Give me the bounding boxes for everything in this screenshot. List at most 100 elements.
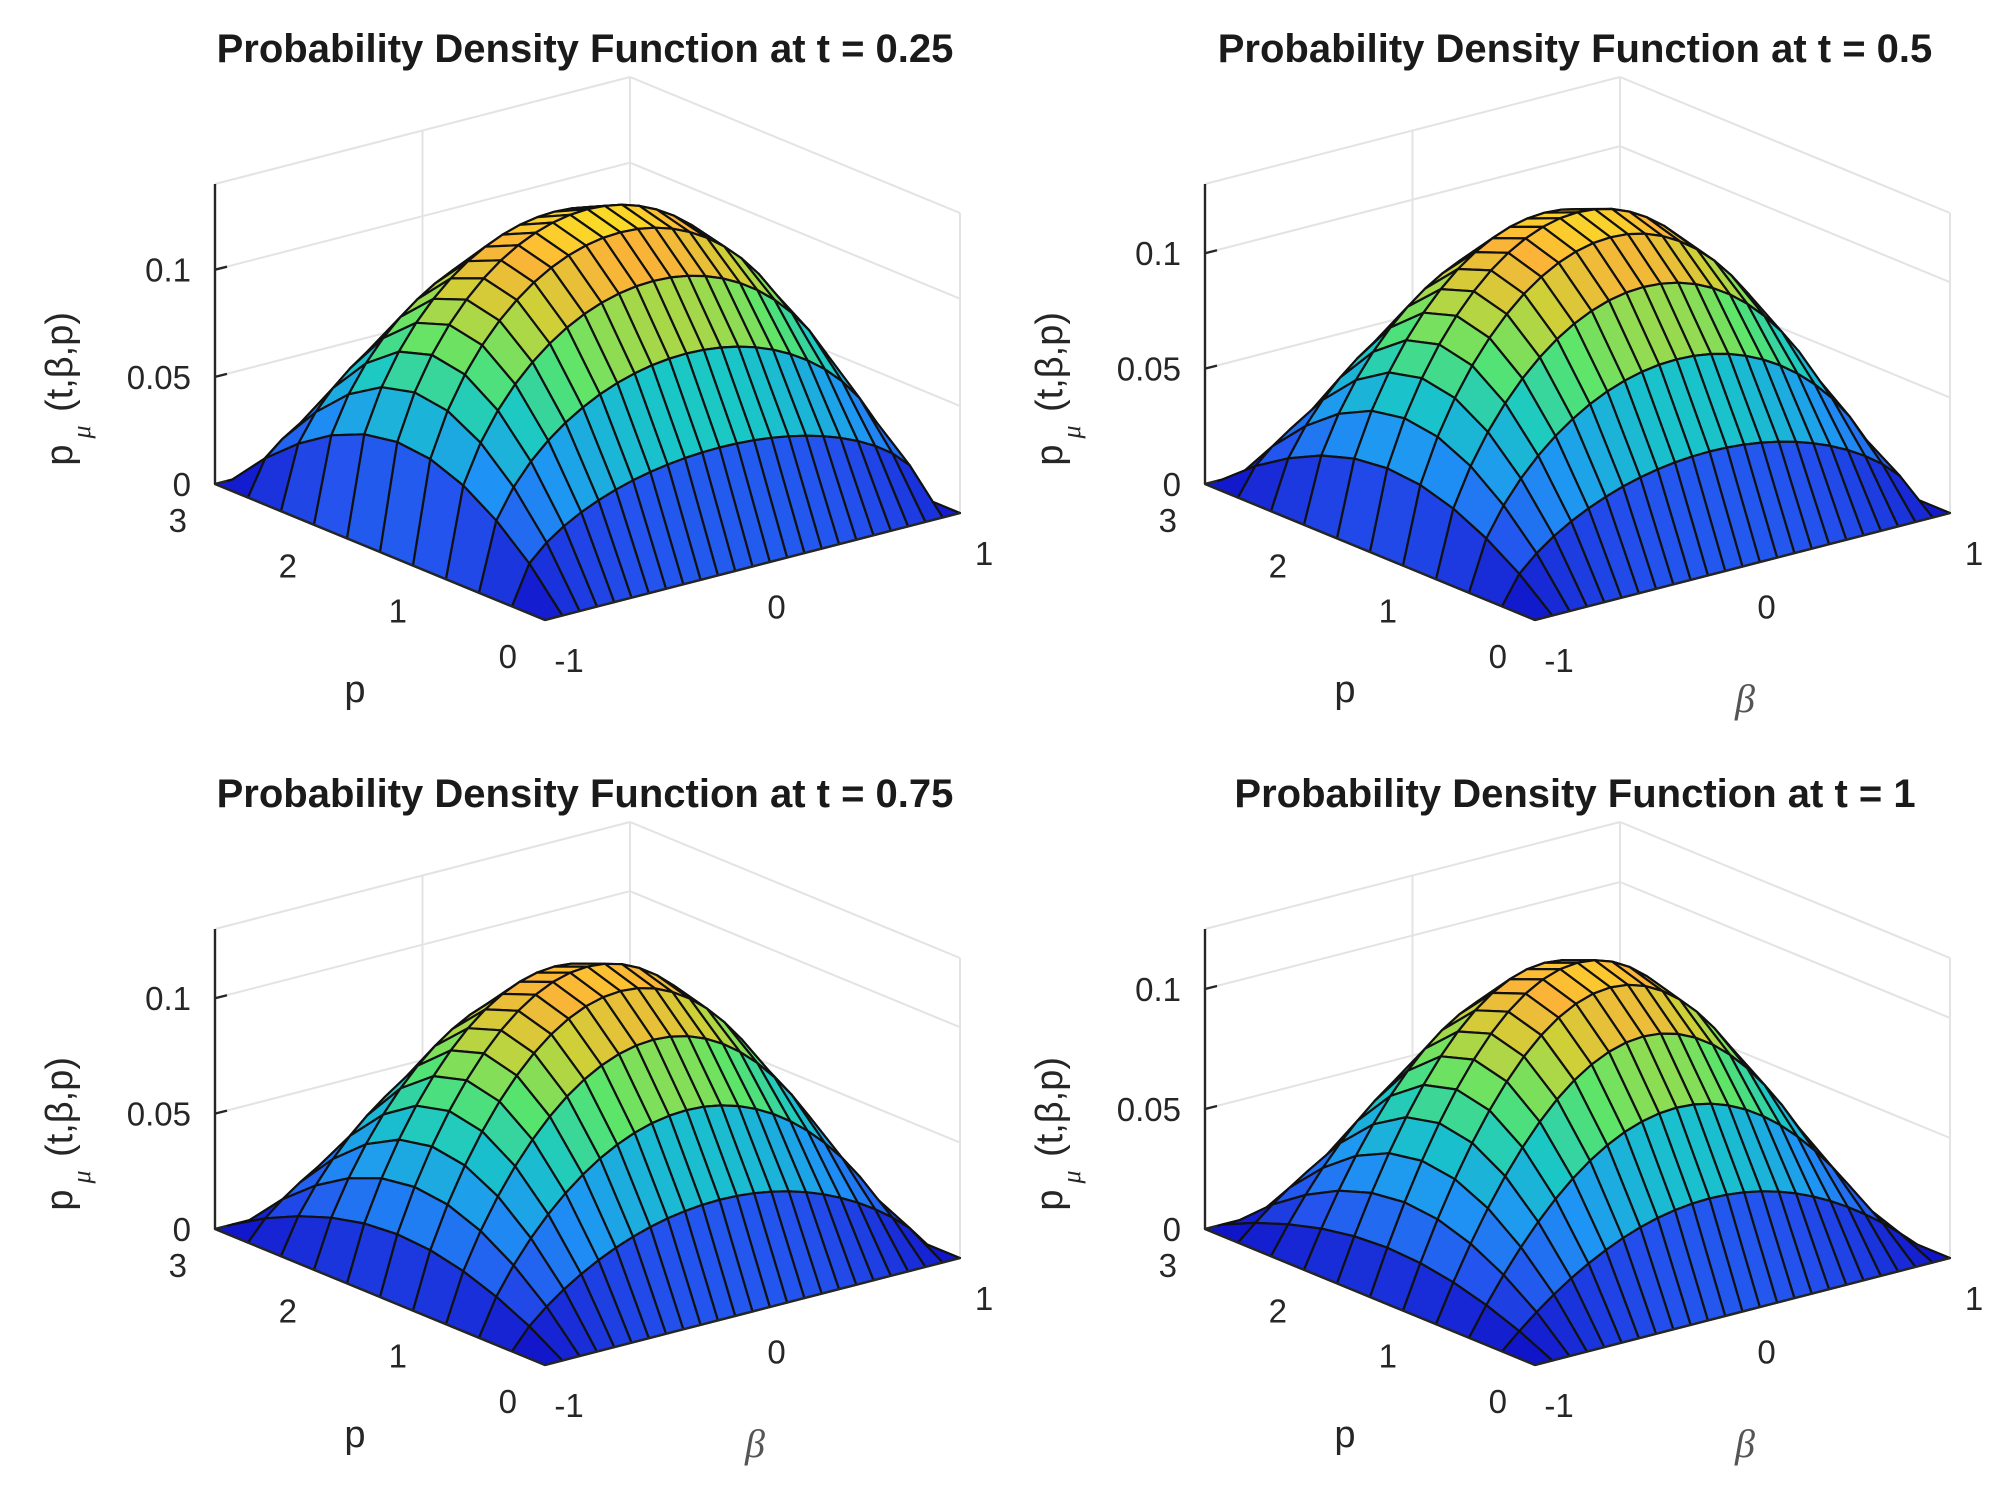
z-tick-label: 0 [1163, 466, 1181, 503]
p-tick-label: 1 [1379, 1338, 1397, 1375]
p-tick-label: 1 [389, 1338, 407, 1375]
p-tick-label: 2 [1269, 1292, 1287, 1329]
subplot-3: Probability Density Function at t = 0.75… [39, 772, 993, 1466]
z-tick-mark [214, 372, 228, 379]
beta-tick-label: 1 [975, 1280, 993, 1317]
p-tick-label: 2 [1269, 547, 1287, 584]
z-label-args: (t,β,p) [39, 1057, 81, 1157]
beta-tick-label: -1 [554, 642, 583, 679]
grid-line [214, 890, 961, 1029]
beta-axis-line [1534, 511, 1951, 622]
p-axis-label: p [344, 669, 365, 711]
subplot-1: Probability Density Function at t = 0.25… [39, 27, 993, 711]
z-tick-mark [1204, 364, 1218, 370]
p-tick-label: 0 [1489, 1383, 1507, 1420]
p-tick-label: 1 [1379, 593, 1397, 630]
z-label-main: p [1029, 444, 1071, 465]
z-tick-label: 0.05 [1117, 351, 1181, 388]
z-tick-label: 0.05 [127, 1096, 191, 1133]
grid-line [1619, 821, 1951, 959]
p-tick-label: 0 [499, 638, 517, 675]
p-tick-label: 3 [169, 502, 187, 539]
z-tick-label: 0.1 [1135, 235, 1181, 272]
p-tick-label: 0 [1489, 638, 1507, 675]
p-tick-label: 2 [279, 1292, 297, 1329]
z-tick-mark [1204, 1224, 1218, 1231]
z-axis-label: pμ (t,β,p) [1029, 1057, 1086, 1211]
p-tick-label: 0 [499, 1383, 517, 1420]
p-axis-line [1204, 482, 1536, 622]
z-label-subscript: μ [1057, 425, 1086, 439]
p-tick-label: 3 [169, 1247, 187, 1284]
z-label-main: p [39, 444, 81, 465]
grid-line [629, 76, 961, 214]
surface [1203, 207, 1952, 622]
z-tick-mark [214, 265, 228, 271]
surface [213, 203, 962, 622]
grid-line [214, 161, 961, 300]
z-tick-label: 0.1 [145, 980, 191, 1017]
axes [1203, 929, 1951, 1367]
grid-line [1204, 880, 1951, 1019]
z-tick-mark [214, 994, 228, 1000]
z-axis-label: pμ (t,β,p) [1029, 312, 1086, 466]
z-label-args: (t,β,p) [1029, 312, 1071, 412]
p-tick-label: 3 [1159, 1247, 1177, 1284]
axes [213, 184, 961, 622]
p-tick-label: 1 [389, 593, 407, 630]
p-axis-label: p [1334, 1414, 1355, 1456]
chart-title: Probability Density Function at t = 0.25 [217, 27, 954, 71]
z-tick-mark [1204, 1104, 1218, 1111]
z-tick-label: 0.1 [145, 252, 191, 289]
p-tick-label: 2 [279, 547, 297, 584]
subplot-2: Probability Density Function at t = 0.5 0… [1029, 27, 1983, 721]
beta-tick-label: 0 [1757, 589, 1775, 626]
beta-axis-label: β [1734, 1421, 1755, 1466]
z-tick-mark [1204, 479, 1218, 486]
beta-tick-label: 1 [1965, 1280, 1983, 1317]
p-axis-label: p [1334, 669, 1355, 711]
chart-title: Probability Density Function at t = 0.5 [1218, 27, 1933, 71]
p-axis-label: p [344, 1414, 365, 1456]
z-label-subscript: μ [67, 425, 96, 439]
z-axis-label: pμ (t,β,p) [39, 312, 96, 466]
z-label-subscript: μ [1057, 1170, 1086, 1184]
beta-axis-line [544, 1256, 961, 1367]
beta-tick-label: 1 [1965, 535, 1983, 572]
z-tick-label: 0.05 [127, 359, 191, 396]
z-tick-mark [214, 1109, 228, 1115]
axes [213, 929, 961, 1367]
p-axis-line [214, 482, 546, 622]
z-label-args: (t,β,p) [39, 312, 81, 412]
grid-line [629, 821, 961, 959]
z-axis-label: pμ (t,β,p) [39, 1057, 96, 1211]
surface [213, 962, 962, 1367]
z-tick-label: 0 [173, 1211, 191, 1248]
p-axis-line [1204, 1227, 1536, 1367]
beta-tick-label: 0 [767, 589, 785, 626]
z-tick-label: 0.05 [1117, 1091, 1181, 1128]
beta-tick-label: 0 [767, 1334, 785, 1371]
z-tick-mark [214, 1224, 228, 1231]
axes [1203, 184, 1951, 622]
z-tick-mark [1204, 984, 1218, 991]
z-tick-label: 0 [1163, 1211, 1181, 1248]
z-tick-mark [214, 479, 228, 486]
beta-tick-label: -1 [554, 1387, 583, 1424]
beta-axis-label: β [744, 1421, 765, 1466]
grid-line [1619, 76, 1951, 214]
z-tick-label: 0 [173, 466, 191, 503]
z-label-args: (t,β,p) [1029, 1057, 1071, 1157]
chart-title: Probability Density Function at t = 1 [1234, 772, 1915, 816]
beta-axis-label: β [1734, 676, 1755, 721]
p-axis-line [214, 1227, 546, 1367]
beta-tick-label: -1 [1544, 642, 1573, 679]
beta-tick-label: 1 [975, 535, 993, 572]
subplot-4: Probability Density Function at t = 1 0 0.… [1029, 772, 1983, 1466]
grid-line [1204, 145, 1951, 284]
beta-axis-line [544, 511, 961, 622]
z-label-main: p [39, 1189, 81, 1210]
p-tick-label: 3 [1159, 502, 1177, 539]
chart-title: Probability Density Function at t = 0.75 [217, 772, 954, 816]
